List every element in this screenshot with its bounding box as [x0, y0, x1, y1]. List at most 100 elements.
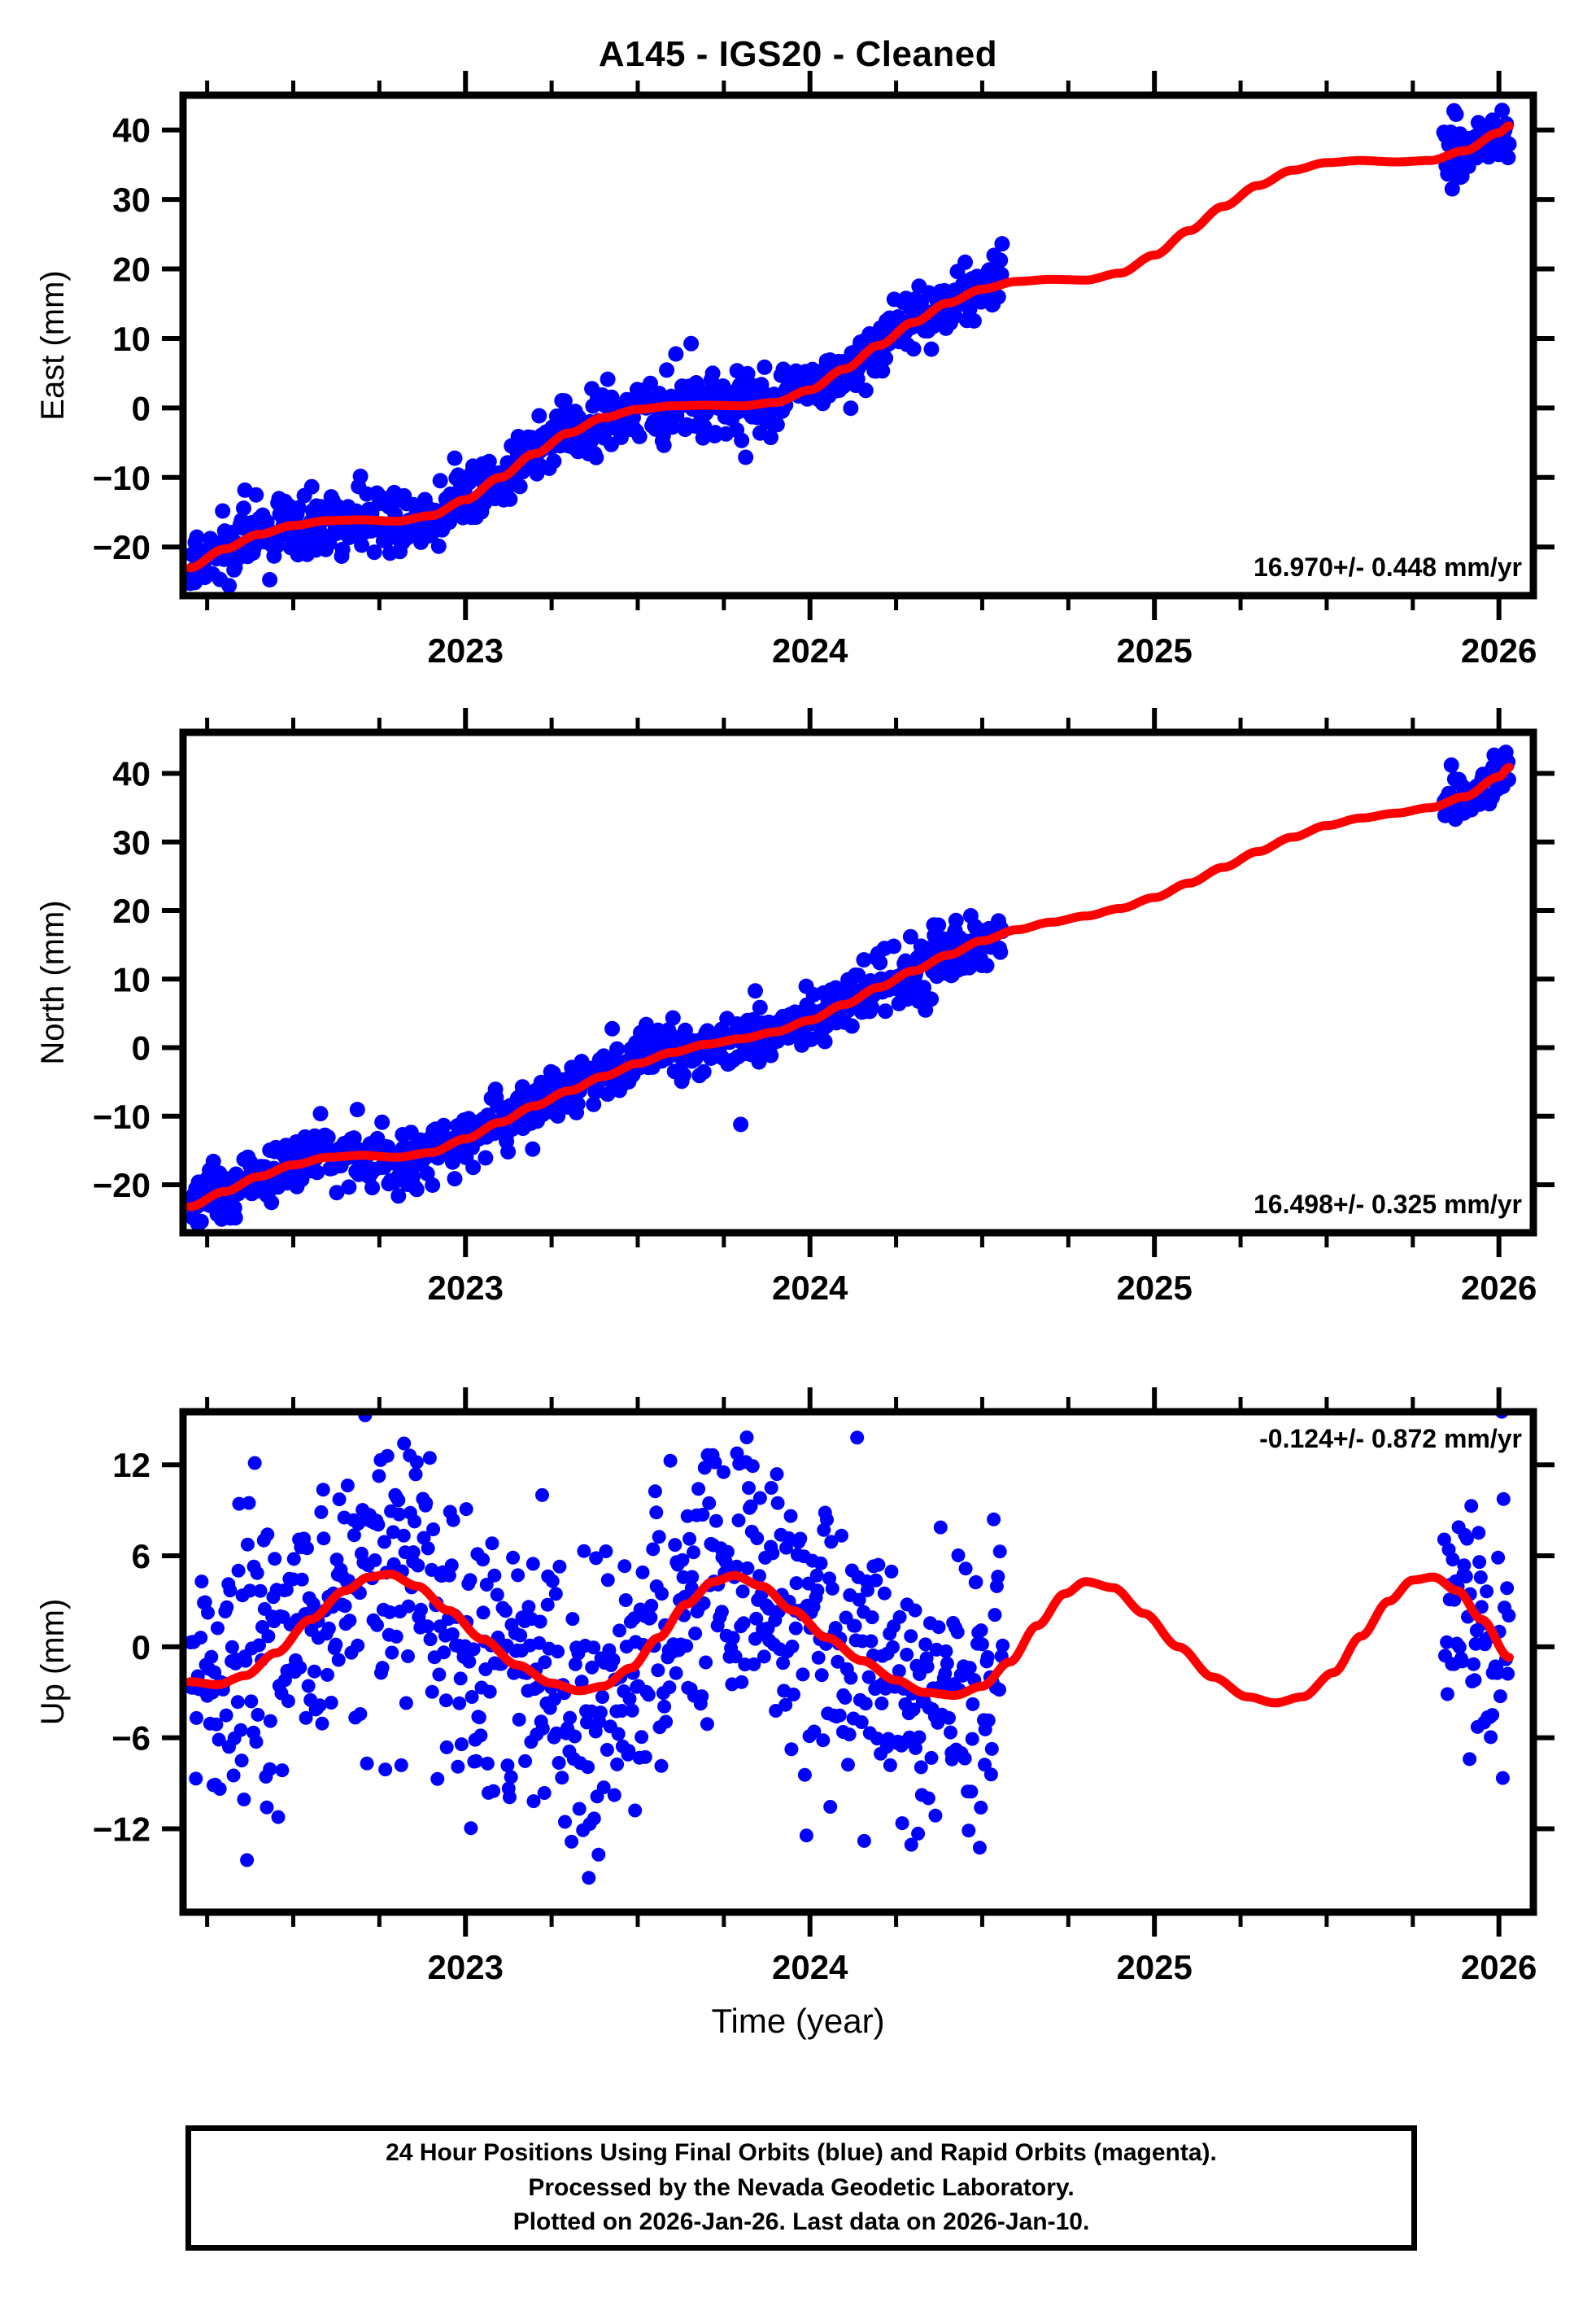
data-point	[613, 1670, 628, 1684]
data-point	[939, 1644, 953, 1658]
data-point	[330, 1567, 345, 1582]
data-point	[1498, 1601, 1511, 1615]
data-point	[874, 1746, 888, 1761]
data-point	[287, 1665, 302, 1679]
data-point	[329, 1637, 343, 1652]
data-point	[911, 1827, 926, 1841]
data-point	[950, 1625, 965, 1640]
data-point	[908, 1603, 922, 1618]
data-point	[398, 1545, 412, 1560]
data-point	[895, 1816, 909, 1831]
data-point	[848, 1618, 862, 1633]
data-point	[370, 1618, 384, 1632]
data-point	[1494, 1412, 1509, 1419]
data-point	[735, 1584, 750, 1599]
data-point	[643, 1611, 656, 1626]
data-point	[858, 1697, 873, 1711]
caption-line-2: Processed by the Nevada Geodetic Laborat…	[528, 2173, 1075, 2201]
data-point	[682, 1531, 697, 1546]
data-point	[1480, 1584, 1494, 1599]
data-point	[557, 1686, 572, 1701]
data-point	[384, 1504, 399, 1518]
data-point	[277, 1583, 292, 1597]
data-point	[655, 1587, 669, 1601]
data-point	[260, 1527, 275, 1542]
data-point	[507, 1666, 521, 1680]
data-point	[900, 1648, 914, 1662]
data-point	[1450, 1636, 1464, 1651]
data-point	[394, 1758, 408, 1772]
data-point	[1501, 1666, 1515, 1681]
data-point	[338, 1617, 353, 1631]
data-point	[321, 1667, 334, 1682]
data-point	[246, 1725, 261, 1740]
data-point	[831, 1636, 846, 1651]
data-point	[608, 1672, 622, 1687]
data-point	[759, 1598, 774, 1613]
data-point	[364, 1514, 378, 1529]
data-point	[399, 1696, 413, 1710]
data-point	[749, 1611, 764, 1626]
data-point	[484, 1638, 499, 1653]
data-point	[430, 1596, 444, 1610]
data-point	[352, 1586, 367, 1601]
data-point	[560, 1723, 575, 1738]
data-point	[866, 1559, 881, 1574]
data-point	[861, 1670, 876, 1684]
y-tick-label: −12	[93, 1810, 150, 1849]
data-point	[938, 1666, 953, 1681]
data-point	[597, 1656, 612, 1670]
data-point	[554, 1679, 569, 1692]
data-point	[1447, 1592, 1462, 1607]
data-point	[626, 1666, 640, 1680]
data-point	[1487, 1662, 1502, 1677]
data-point	[207, 1778, 220, 1793]
data-point	[395, 1564, 409, 1579]
data-point	[617, 1684, 631, 1698]
data-point	[413, 1620, 428, 1635]
data-point	[782, 1531, 796, 1545]
data-point	[972, 1841, 987, 1855]
data-point	[1492, 1624, 1507, 1639]
data-point	[662, 1680, 677, 1695]
data-point	[717, 1566, 732, 1580]
data-point	[780, 1644, 795, 1659]
data-point	[656, 1686, 670, 1701]
data-point	[190, 1710, 203, 1725]
data-point	[1489, 1660, 1504, 1675]
data-point	[185, 1680, 199, 1695]
data-point	[515, 1610, 530, 1625]
data-point	[482, 1785, 495, 1800]
data-point	[666, 1637, 681, 1652]
data-point	[301, 1679, 316, 1693]
data-point	[602, 1643, 617, 1657]
data-point	[558, 1815, 572, 1829]
data-point	[887, 1679, 902, 1694]
data-point	[578, 1639, 592, 1653]
data-point	[742, 1481, 756, 1496]
data-point	[342, 1574, 356, 1588]
data-point	[833, 1631, 848, 1646]
data-point	[574, 1675, 589, 1689]
data-point	[335, 1597, 349, 1612]
data-point	[967, 1673, 982, 1688]
data-point	[338, 1599, 352, 1614]
data-point	[825, 1581, 839, 1596]
data-point	[565, 1612, 580, 1627]
data-point	[429, 1598, 443, 1613]
data-point	[870, 1732, 884, 1746]
data-point	[266, 1590, 281, 1605]
data-point	[279, 1583, 294, 1597]
data-point	[522, 1638, 537, 1653]
data-point	[761, 1601, 776, 1616]
data-point	[358, 1412, 373, 1422]
data-point	[372, 1469, 386, 1483]
data-point	[765, 1546, 780, 1561]
data-point	[1447, 1657, 1461, 1671]
data-point	[813, 1632, 827, 1646]
data-point	[651, 1663, 665, 1678]
data-point	[514, 1644, 529, 1658]
data-point	[936, 1671, 951, 1686]
data-point	[661, 1650, 675, 1665]
data-point	[892, 1664, 906, 1679]
